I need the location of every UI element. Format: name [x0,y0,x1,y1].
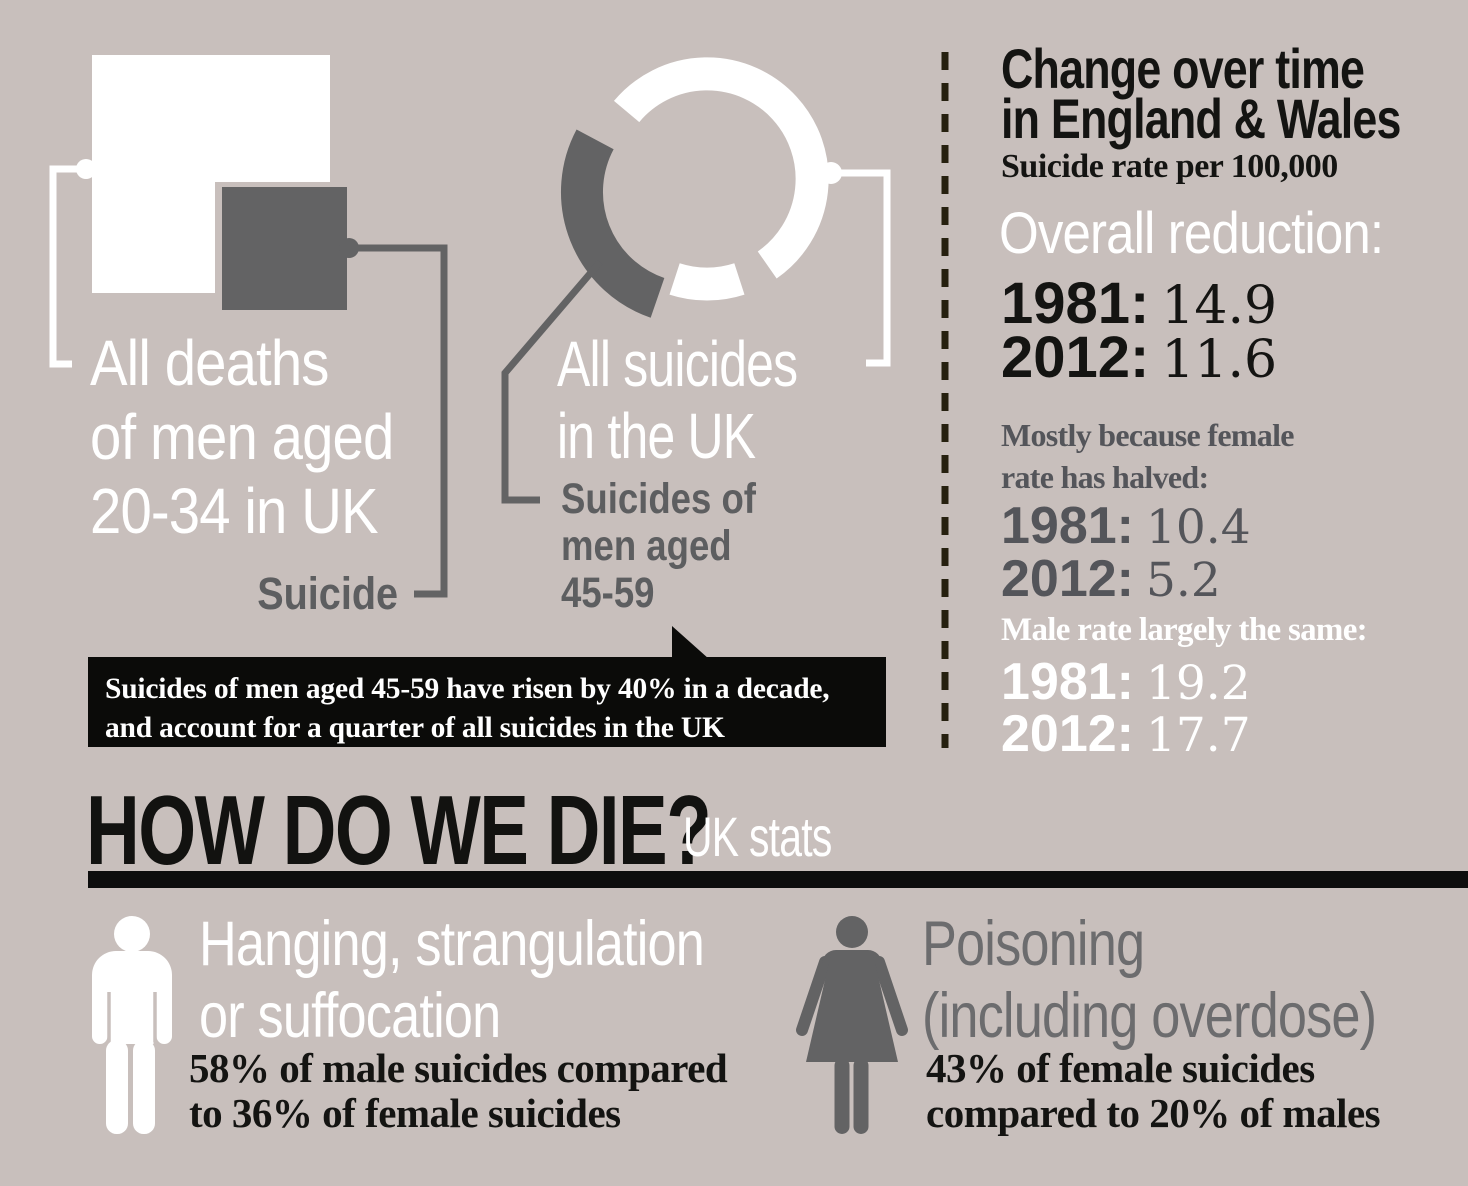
female-row-1981: 1981: 10.4 [1001,496,1251,556]
overall-row-1981: 1981: 14.9 [1001,270,1277,337]
all-deaths-label: All deaths of men aged 20-34 in UK [90,326,435,548]
male-2012-year: 2012: [1001,705,1134,763]
change-title-line1: Change over time [1001,37,1365,100]
hanging-method-label: Hanging, strangulation or suffocation [199,909,705,1051]
hanging-stat-text: 58% of male suicides compared to 36% of … [189,1045,728,1136]
men-45-59-label: Suicides of men aged 45-59 [561,476,790,617]
change-panel-subtitle: Suicide rate per 100,000 [1001,148,1338,185]
donut-ring-stub-icon [669,263,745,301]
female-1981-value: 10.4 [1146,500,1251,555]
female-1981-year: 1981: [1001,497,1134,555]
overall-row-2012: 2012: 11.6 [1001,324,1277,391]
male-row-1981: 1981: 19.2 [1001,652,1251,712]
male-figure-icon [92,916,172,1134]
key-fact-banner: Suicides of men aged 45-59 have risen by… [88,657,886,747]
all-deaths-square-icon [92,55,330,293]
female-row-2012: 2012: 5.2 [1001,549,1221,609]
donut-main-ring-icon [613,57,829,279]
all-suicides-line2: in the UK [557,400,756,472]
all-deaths-line1: All deaths [90,327,329,399]
male-1981-value: 19.2 [1146,656,1251,711]
all-deaths-line2: of men aged [90,401,394,473]
donut-exploded-slice-icon [560,129,665,318]
men-45-59-line2: men aged [561,522,732,570]
female-rate-heading: Mostly because female rate has halved: [1001,417,1294,495]
male-2012-value: 17.7 [1146,708,1251,763]
section-rule [88,871,1468,888]
gray-connector-bracket-icon [349,244,448,598]
male-row-2012: 2012: 17.7 [1001,704,1251,764]
banner-pointer-icon [672,626,709,659]
nested-squares-chart-icon [49,55,448,598]
banner-line1: Suicides of men aged 45-59 have risen by… [105,673,830,705]
men-45-59-line3: 45-59 [561,569,655,617]
female-2012-year: 2012: [1001,550,1134,608]
male-1981-year: 1981: [1001,653,1134,711]
overall-1981-value: 14.9 [1161,276,1278,336]
all-deaths-line3: 20-34 in UK [90,475,379,547]
change-title-line2: in England & Wales [1001,87,1401,150]
overall-2012-year: 2012: [1001,325,1150,390]
overall-1981-year: 1981: [1001,271,1150,336]
overall-2012-value: 11.6 [1161,330,1278,390]
female-2012-value: 5.2 [1146,553,1221,608]
suicide-square-icon [222,187,347,310]
men-45-59-line1: Suicides of [561,475,756,523]
donut-chart-icon [501,57,891,504]
male-rate-heading: Male rate largely the same: [1001,612,1368,648]
poisoning-method-label: Poisoning (including overdose) [922,909,1377,1051]
slice-connector-line-icon [501,259,603,504]
white-connector-bracket-icon [49,165,86,368]
banner-line2: and account for a quarter of all suicide… [105,712,725,744]
female-figure-icon [796,916,908,1134]
how-do-we-die-title: HOW DO WE DIE? [86,775,712,885]
poisoning-stat-text: 43% of female suicides compared to 20% o… [926,1045,1381,1136]
suicide-label: Suicide [257,568,398,619]
all-suicides-label: All suicides in the UK [557,328,865,472]
all-suicides-line1: All suicides [557,328,798,400]
change-panel-title: Change over time in England & Wales [1001,37,1468,150]
uk-stats-subtitle: UK stats [683,805,832,868]
donut-white-bracket-icon [831,169,891,367]
overall-reduction-heading: Overall reduction: [999,201,1384,266]
